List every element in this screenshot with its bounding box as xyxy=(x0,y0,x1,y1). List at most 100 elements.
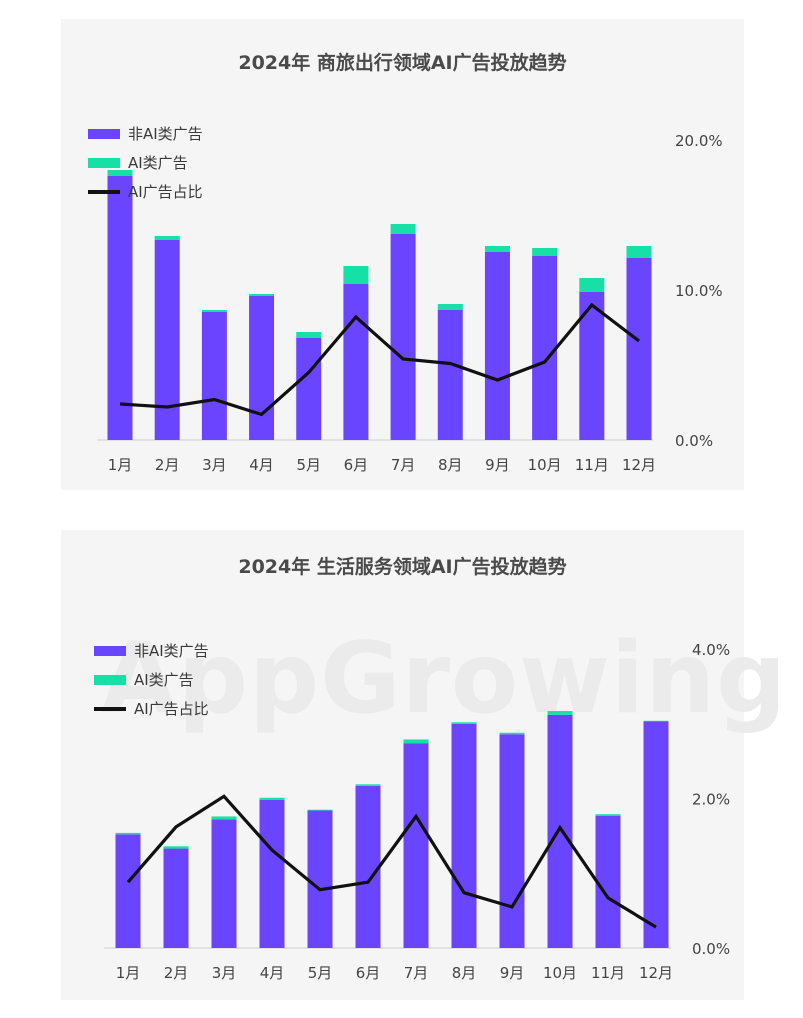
y2-tick-label: 10.0% xyxy=(675,282,723,300)
bar-non-ai[interactable] xyxy=(355,785,381,948)
legend-item-ai-ratio[interactable]: AI广告占比 xyxy=(88,177,203,206)
bar-ai[interactable] xyxy=(355,784,381,786)
bar-ai[interactable] xyxy=(643,720,669,722)
bar-ai[interactable] xyxy=(154,236,180,240)
x-tick-label: 1月 xyxy=(116,964,141,982)
bar-non-ai[interactable] xyxy=(211,819,237,948)
bar-non-ai[interactable] xyxy=(201,312,227,440)
legend-label: AI类广告 xyxy=(128,154,188,172)
y2-tick-label: 2.0% xyxy=(692,791,730,809)
bar-ai[interactable] xyxy=(547,711,573,715)
y2-tick-label: 0.0% xyxy=(675,432,713,450)
bar-ai[interactable] xyxy=(259,797,285,800)
bar-ai[interactable] xyxy=(451,722,477,724)
bar-ai[interactable] xyxy=(307,809,333,811)
bar-ai[interactable] xyxy=(390,224,416,234)
x-tick-label: 5月 xyxy=(308,964,333,982)
x-tick-label: 1月 xyxy=(108,456,133,474)
legend-swatch-ai xyxy=(94,674,126,685)
line-ai-ratio[interactable] xyxy=(119,302,640,417)
bar-non-ai[interactable] xyxy=(390,234,416,440)
bar-non-ai[interactable] xyxy=(163,848,189,948)
x-tick-label: 10月 xyxy=(543,964,577,982)
x-tick-label: 4月 xyxy=(260,964,285,982)
legend-swatch-ai-ratio xyxy=(94,706,126,711)
x-tick-label: 11月 xyxy=(591,964,625,982)
bar-ai[interactable] xyxy=(211,816,237,820)
x-tick-label: 2月 xyxy=(155,456,180,474)
bar-non-ai[interactable] xyxy=(296,338,322,440)
bar-non-ai[interactable] xyxy=(249,296,275,440)
legend-item-non-ai[interactable]: 非AI类广告 xyxy=(88,119,203,148)
legend-item-ai[interactable]: AI类广告 xyxy=(88,148,203,177)
bar-ai[interactable] xyxy=(403,739,429,744)
chart-title: 2024年 生活服务领域AI广告投放趋势 xyxy=(238,556,567,578)
x-tick-label: 3月 xyxy=(202,456,227,474)
bar-non-ai[interactable] xyxy=(307,810,333,948)
bar-ai[interactable] xyxy=(249,294,275,296)
bar-non-ai[interactable] xyxy=(107,176,133,440)
y2-tick-label: 20.0% xyxy=(675,132,723,150)
legend-swatch-non-ai xyxy=(88,128,120,139)
legend-swatch-non-ai xyxy=(94,645,126,656)
bar-ai[interactable] xyxy=(626,246,652,258)
x-tick-label: 2月 xyxy=(164,964,189,982)
x-tick-label: 9月 xyxy=(500,964,525,982)
bar-non-ai[interactable] xyxy=(484,252,510,440)
x-tick-label: 6月 xyxy=(344,456,369,474)
chart-plot-travel: 1月 2月 3月 4月 5月 6月 7月 8月 9月 10月 11月 12月 20.0% 10.0% 0.0… xyxy=(97,132,723,474)
x-tick-label: 12月 xyxy=(622,456,656,474)
bar-ai[interactable] xyxy=(296,332,322,338)
bar-non-ai[interactable] xyxy=(626,258,652,440)
legend-swatch-ai-ratio xyxy=(88,189,120,194)
legend-label: AI广告占比 xyxy=(134,700,209,718)
x-tick-label: 8月 xyxy=(452,964,477,982)
line-ai-ratio[interactable] xyxy=(126,794,657,929)
x-tick-label: 9月 xyxy=(485,456,510,474)
x-tick-label: 3月 xyxy=(212,964,237,982)
bar-non-ai[interactable] xyxy=(343,284,369,440)
bar-ai[interactable] xyxy=(107,170,133,176)
bar-non-ai[interactable] xyxy=(437,310,463,440)
x-tick-label: 4月 xyxy=(249,456,274,474)
x-tick-label: 6月 xyxy=(356,964,381,982)
bar-non-ai[interactable] xyxy=(451,723,477,948)
bar-non-ai[interactable] xyxy=(499,734,525,948)
legend: 非AI类广告 AI类广告 AI广告占比 xyxy=(94,636,209,723)
legend-item-ai-ratio[interactable]: AI广告占比 xyxy=(94,694,209,723)
chart-plot-life-services: 1月 2月 3月 4月 5月 6月 7月 8月 9月 10月 11月 12月 4.0% 2.0% 0.0% xyxy=(104,641,730,982)
bar-non-ai[interactable] xyxy=(115,834,141,948)
bar-non-ai[interactable] xyxy=(643,721,669,948)
bar-ai[interactable] xyxy=(595,814,621,816)
legend-item-ai[interactable]: AI类广告 xyxy=(94,665,209,694)
bar-non-ai[interactable] xyxy=(532,256,558,440)
bar-ai[interactable] xyxy=(343,266,369,284)
x-tick-label: 11月 xyxy=(575,456,609,474)
x-tick-label: 5月 xyxy=(296,456,321,474)
bar-ai[interactable] xyxy=(484,246,510,252)
bar-ai[interactable] xyxy=(115,832,141,835)
watermark: AppGrowing xyxy=(101,622,788,736)
bar-non-ai[interactable] xyxy=(595,815,621,948)
bar-non-ai[interactable] xyxy=(403,743,429,948)
legend-swatch-ai xyxy=(88,157,120,168)
bar-ai[interactable] xyxy=(532,248,558,256)
bar-ai[interactable] xyxy=(163,846,189,849)
x-tick-label: 7月 xyxy=(391,456,416,474)
bar-non-ai[interactable] xyxy=(547,714,573,948)
x-tick-label: 7月 xyxy=(404,964,429,982)
bar-ai[interactable] xyxy=(499,732,525,735)
chart-title: 2024年 商旅出行领域AI广告投放趋势 xyxy=(238,52,567,74)
bar-ai[interactable] xyxy=(201,310,227,312)
bar-non-ai[interactable] xyxy=(154,240,180,440)
legend-label: 非AI类广告 xyxy=(128,125,203,143)
bar-non-ai[interactable] xyxy=(259,799,285,948)
legend-item-non-ai[interactable]: 非AI类广告 xyxy=(94,636,209,665)
bar-ai[interactable] xyxy=(437,304,463,310)
x-tick-label: 12月 xyxy=(639,964,673,982)
x-tick-label: 8月 xyxy=(438,456,463,474)
legend-label: 非AI类广告 xyxy=(134,642,209,660)
legend-label: AI广告占比 xyxy=(128,183,203,201)
bar-ai[interactable] xyxy=(579,278,605,292)
chart-panel-travel: 2024年 商旅出行领域AI广告投放趋势 1月 2月 3月 4月 5月 6月 7月 8月 9月 1… xyxy=(61,19,744,490)
